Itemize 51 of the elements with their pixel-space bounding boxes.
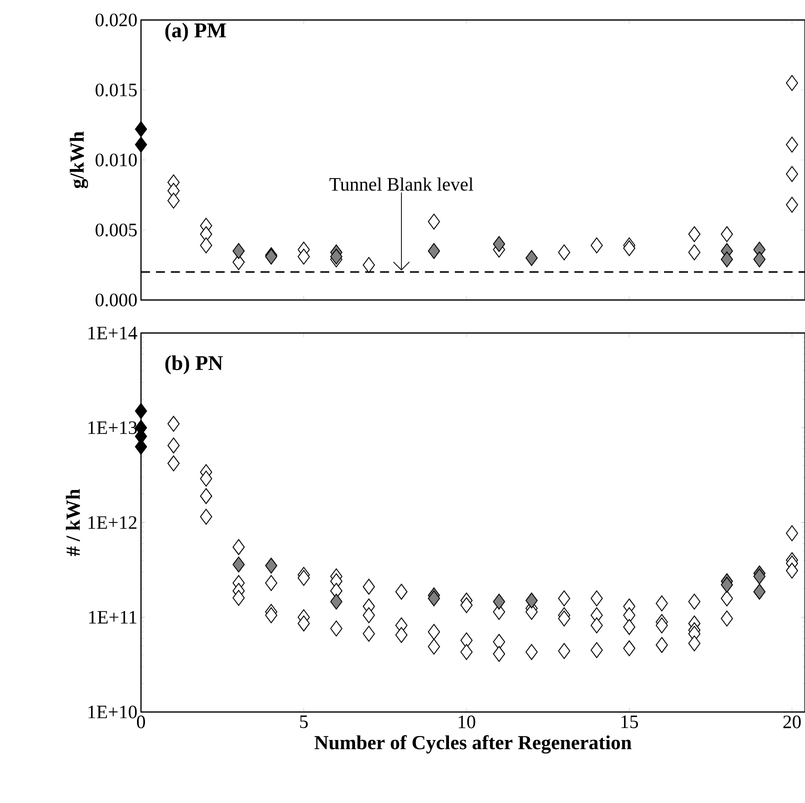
y-tick-label: 0.020 bbox=[96, 14, 137, 26]
point bbox=[134, 403, 148, 419]
point bbox=[492, 236, 506, 252]
point bbox=[720, 576, 733, 593]
point bbox=[330, 594, 342, 610]
x-tick-label: 15 bbox=[621, 716, 638, 728]
y-tick-label: 0.010 bbox=[96, 154, 137, 166]
point bbox=[688, 226, 700, 242]
point bbox=[232, 243, 245, 259]
y-tick-label: 0.000 bbox=[96, 294, 137, 306]
point bbox=[558, 244, 570, 260]
y-tick-label: 1E+11 bbox=[89, 610, 136, 624]
point bbox=[200, 237, 212, 254]
y-axis-title: g/kWh bbox=[70, 131, 88, 188]
point bbox=[688, 244, 700, 260]
point bbox=[167, 192, 180, 209]
point bbox=[428, 590, 440, 606]
point bbox=[428, 214, 440, 230]
point bbox=[526, 250, 538, 266]
point bbox=[134, 136, 148, 153]
y-tick-label: 1E+12 bbox=[88, 516, 136, 529]
chart-title: (a) PM bbox=[165, 22, 226, 42]
y-axis-title: # / kWh bbox=[66, 489, 80, 556]
point bbox=[623, 240, 636, 256]
x-tick-label: 20 bbox=[783, 716, 801, 728]
point bbox=[492, 594, 506, 610]
y-tick-label: 1E+10 bbox=[88, 706, 137, 718]
annotation: Tunnel Blank level bbox=[330, 177, 474, 191]
point bbox=[753, 568, 766, 584]
point bbox=[265, 558, 278, 574]
x-tick-label: 0 bbox=[136, 716, 146, 728]
point bbox=[720, 226, 733, 242]
point bbox=[232, 556, 245, 572]
point bbox=[753, 251, 766, 268]
y-tick-label: 0.015 bbox=[96, 84, 137, 96]
x-tick-label: 5 bbox=[300, 716, 308, 728]
point bbox=[362, 257, 375, 273]
point bbox=[720, 251, 733, 268]
point bbox=[298, 248, 310, 265]
text: (b) PN bbox=[165, 355, 223, 374]
point bbox=[590, 237, 603, 254]
x-axis-title: Number of Cycles after Regeneration bbox=[314, 735, 632, 754]
point bbox=[134, 121, 148, 138]
x-tick-label: 10 bbox=[458, 716, 476, 728]
point bbox=[753, 584, 766, 600]
point bbox=[526, 592, 538, 608]
point bbox=[428, 243, 440, 259]
y-tick-label: 1E+13 bbox=[88, 421, 137, 434]
y-tick-label: 1E+14 bbox=[88, 326, 138, 340]
y-tick-label: 0.005 bbox=[96, 224, 137, 236]
point bbox=[330, 248, 342, 265]
